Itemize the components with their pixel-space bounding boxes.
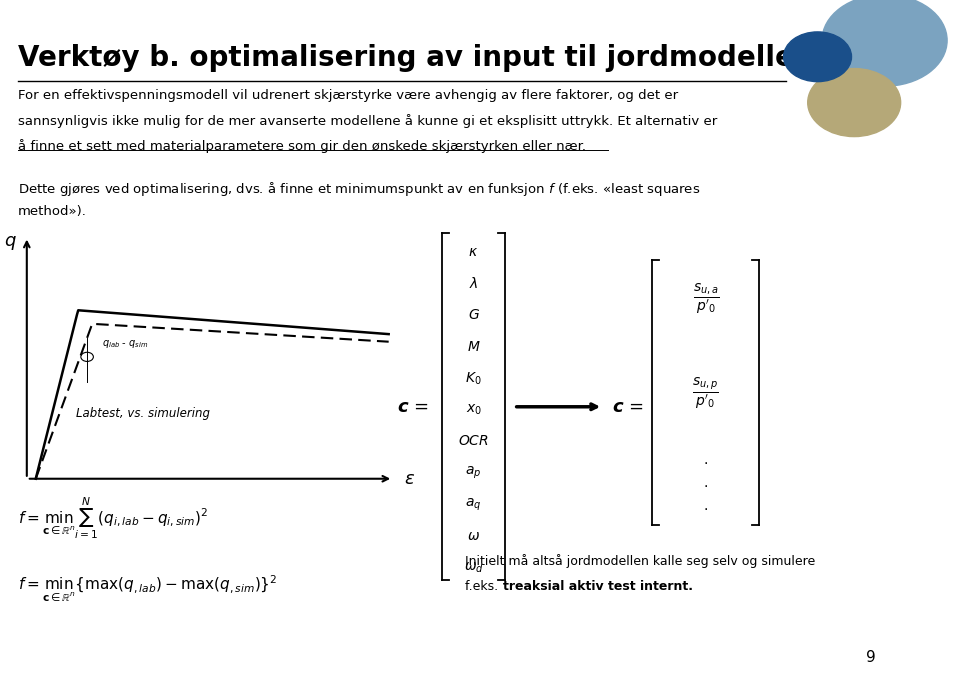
Text: f.eks.: f.eks. bbox=[465, 580, 502, 593]
Text: $\cdot$: $\cdot$ bbox=[704, 479, 708, 492]
Text: $f = \underset{\mathbf{c} \in \mathbb{R}^n}{\min} \{\max(q_{,lab}) - \max(q_{,si: $f = \underset{\mathbf{c} \in \mathbb{R}… bbox=[18, 574, 277, 603]
Text: $\omega_d$: $\omega_d$ bbox=[464, 560, 484, 574]
Text: For en effektivspenningsmodell vil udrenert skjærstyrke være avhengig av flere f: For en effektivspenningsmodell vil udren… bbox=[18, 90, 678, 103]
Text: $G$: $G$ bbox=[468, 308, 480, 323]
Text: treaksial aktiv test internt.: treaksial aktiv test internt. bbox=[503, 580, 693, 593]
Text: $OCR$: $OCR$ bbox=[458, 435, 489, 448]
Circle shape bbox=[807, 69, 900, 136]
Circle shape bbox=[783, 32, 852, 82]
Text: $\cdot$: $\cdot$ bbox=[704, 456, 708, 469]
Text: method»).: method»). bbox=[18, 205, 86, 218]
Text: Verktøy b. optimalisering av input til jordmodellen: Verktøy b. optimalisering av input til j… bbox=[18, 44, 813, 72]
Text: $f = \underset{\mathbf{c} \in \mathbb{R}^n}{\min} \sum_{i=1}^{N} (q_{i,lab} - q_: $f = \underset{\mathbf{c} \in \mathbb{R}… bbox=[18, 495, 208, 541]
Text: $\boldsymbol{c}$ =: $\boldsymbol{c}$ = bbox=[397, 398, 429, 416]
Text: $a_q$: $a_q$ bbox=[466, 496, 482, 512]
Text: 9: 9 bbox=[866, 650, 876, 665]
Text: $\lambda$: $\lambda$ bbox=[468, 276, 478, 292]
Text: $q_{lab}$ - $q_{sim}$: $q_{lab}$ - $q_{sim}$ bbox=[103, 338, 149, 350]
Text: Dette gjøres ved optimalisering, dvs. å finne et minimumspunkt av en funksjon $f: Dette gjøres ved optimalisering, dvs. å … bbox=[18, 180, 700, 198]
Text: Initielt må altså jordmodellen kalle seg selv og simulere: Initielt må altså jordmodellen kalle seg… bbox=[465, 554, 815, 568]
Text: $\dfrac{s_{u,p}}{p'_0}$: $\dfrac{s_{u,p}}{p'_0}$ bbox=[692, 376, 719, 411]
Text: $\boldsymbol{c}$ =: $\boldsymbol{c}$ = bbox=[612, 398, 643, 416]
Text: $\omega$: $\omega$ bbox=[468, 529, 480, 543]
Text: Labtest, vs. simulering: Labtest, vs. simulering bbox=[76, 407, 210, 420]
Text: $q$: $q$ bbox=[5, 234, 17, 252]
Text: $\cdot$: $\cdot$ bbox=[704, 501, 708, 515]
Text: $\kappa$: $\kappa$ bbox=[468, 245, 479, 259]
Text: $\dfrac{s_{u,a}}{p'_0}$: $\dfrac{s_{u,a}}{p'_0}$ bbox=[692, 281, 719, 316]
Text: sannsynligvis ikke mulig for de mer avanserte modellene å kunne gi et eksplisitt: sannsynligvis ikke mulig for de mer avan… bbox=[18, 114, 717, 128]
Circle shape bbox=[822, 0, 948, 86]
Text: $a_p$: $a_p$ bbox=[466, 465, 482, 481]
Text: $\varepsilon$: $\varepsilon$ bbox=[403, 470, 415, 488]
Text: å finne et sett med materialparametere som gir den ønskede skjærstyrken eller næ: å finne et sett med materialparametere s… bbox=[18, 139, 586, 153]
Text: $x_0$: $x_0$ bbox=[466, 403, 482, 417]
Text: $M$: $M$ bbox=[467, 340, 480, 354]
Text: $K_0$: $K_0$ bbox=[466, 370, 482, 387]
